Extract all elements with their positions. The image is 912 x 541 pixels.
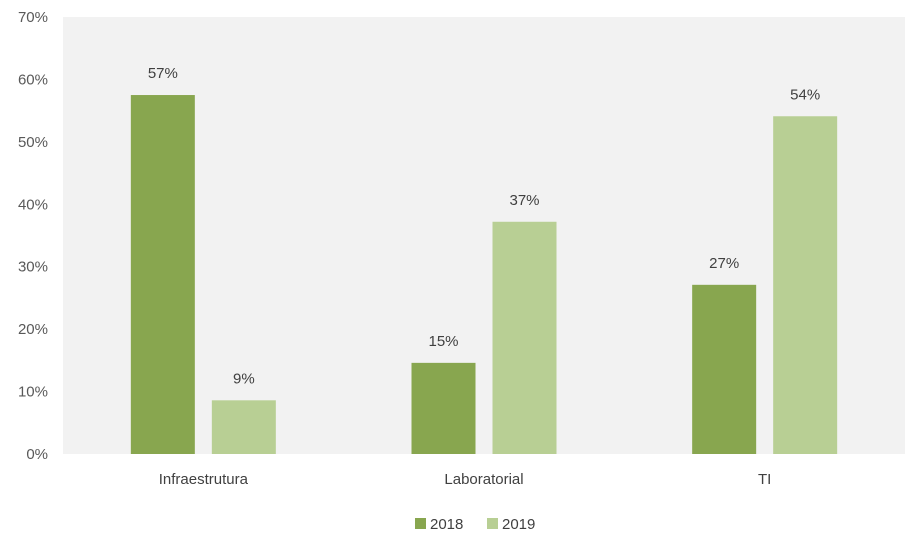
y-tick-label: 30% bbox=[18, 259, 48, 276]
bar-2018-ti bbox=[692, 284, 757, 454]
y-tick-label: 40% bbox=[18, 196, 48, 213]
bar-2019-infraestrutura bbox=[211, 400, 276, 454]
y-tick-label: 10% bbox=[18, 384, 48, 401]
bar-2019-laboratorial bbox=[492, 221, 557, 454]
legend-label: 2019 bbox=[502, 516, 535, 533]
data-label: 57% bbox=[148, 65, 178, 82]
legend: 2018 2019 bbox=[415, 516, 535, 533]
data-label: 9% bbox=[233, 370, 255, 387]
y-tick-label: 20% bbox=[18, 321, 48, 338]
x-tick-label: Laboratorial bbox=[444, 471, 523, 488]
y-axis: 0% 10% 20% 30% 40% 50% 60% 70% bbox=[18, 9, 48, 463]
x-tick-label: TI bbox=[758, 471, 771, 488]
y-tick-label: 70% bbox=[18, 9, 48, 26]
x-tick-label: Infraestrutura bbox=[159, 471, 249, 488]
legend-swatch-2019 bbox=[487, 518, 498, 529]
legend-label: 2018 bbox=[430, 516, 463, 533]
data-label: 54% bbox=[790, 86, 820, 103]
x-axis: Infraestrutura Laboratorial TI bbox=[159, 471, 772, 488]
data-labels-group: 57% 9% 15% 37% 27% 54% bbox=[148, 65, 820, 387]
data-label: 27% bbox=[709, 255, 739, 272]
y-tick-label: 50% bbox=[18, 134, 48, 151]
data-label: 37% bbox=[509, 192, 539, 209]
bar-2019-ti bbox=[773, 116, 838, 455]
bars-group bbox=[130, 95, 838, 455]
bar-2018-laboratorial bbox=[411, 362, 476, 454]
plot-area bbox=[63, 17, 905, 454]
bar-2018-infraestrutura bbox=[130, 95, 195, 455]
y-tick-label: 0% bbox=[26, 446, 48, 463]
y-tick-label: 60% bbox=[18, 71, 48, 88]
legend-swatch-2018 bbox=[415, 518, 426, 529]
data-label: 15% bbox=[428, 333, 458, 350]
